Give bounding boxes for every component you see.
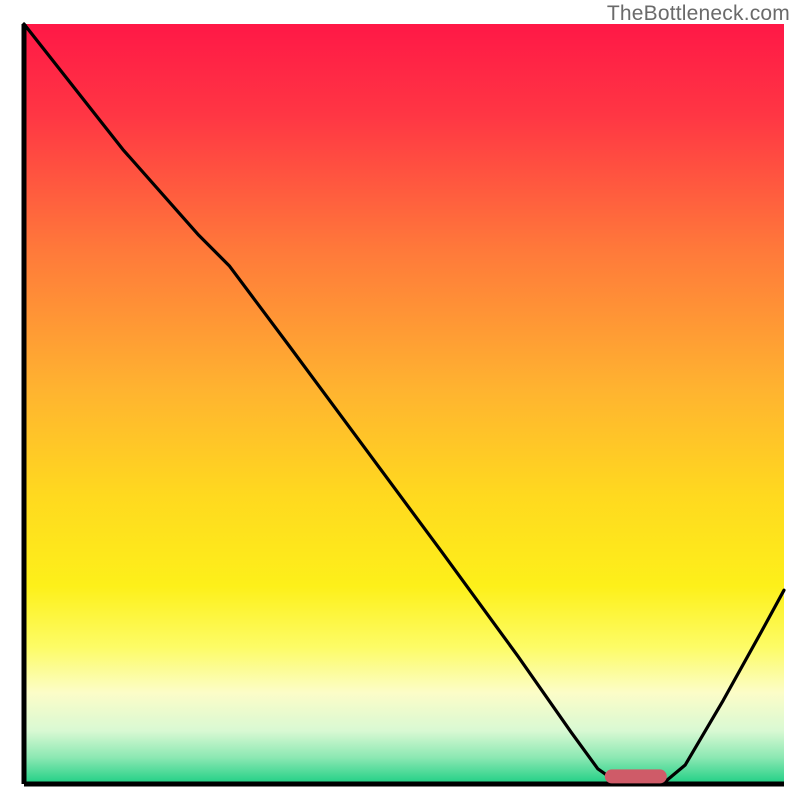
plot-background	[24, 24, 784, 784]
watermark-text: TheBottleneck.com	[607, 2, 790, 26]
chart-container: TheBottleneck.com	[0, 0, 800, 800]
bottleneck-chart	[0, 0, 800, 800]
optimal-marker	[605, 769, 667, 783]
